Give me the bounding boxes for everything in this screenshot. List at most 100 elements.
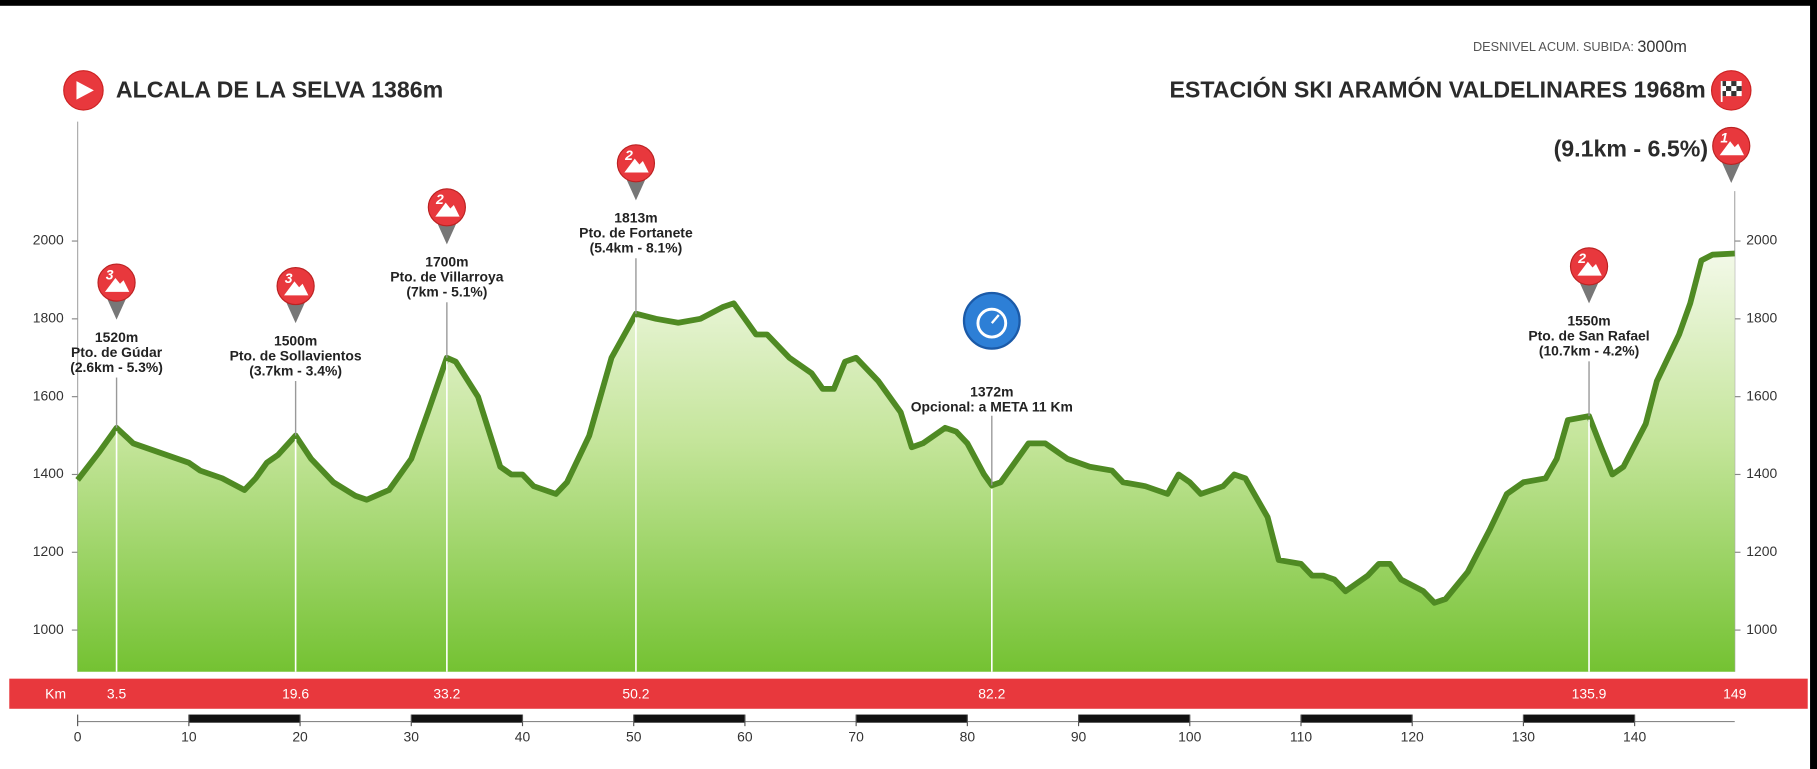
frame-right — [1810, 0, 1817, 769]
x-tick-label: 20 — [292, 728, 308, 744]
km-label: 19.6 — [282, 686, 309, 702]
x-axis-bar — [1523, 714, 1635, 723]
km-title: Km — [45, 686, 66, 702]
x-axis-bar — [188, 714, 301, 723]
x-tick-label: 10 — [181, 728, 197, 744]
marker-detail: (3.7km - 3.4%) — [249, 362, 342, 378]
x-axis-bar — [856, 714, 968, 723]
marker-detail: (7km - 5.1%) — [406, 284, 487, 300]
y-tick-label: 1400 — [33, 465, 64, 481]
pin-category: 2 — [624, 147, 633, 163]
climb-pin: 2 — [427, 188, 466, 245]
x-tick-label: 100 — [1178, 728, 1201, 744]
marker-elevation: 1372m — [970, 383, 1013, 399]
x-axis-bar — [1300, 714, 1413, 723]
finish-climb: (9.1km - 6.5%) — [1554, 136, 1708, 162]
pin-tip — [106, 296, 127, 320]
marker-elevation: 1813m — [614, 210, 657, 226]
marker-name: Pto. de Villarroya — [390, 269, 504, 285]
marker-elevation: 1520m — [95, 329, 138, 345]
frame-top — [0, 0, 1817, 6]
km-label: 149 — [1723, 686, 1746, 702]
pin-mountain — [435, 202, 460, 217]
sprint-icon — [962, 291, 1021, 350]
y-tick-label: 1400 — [1746, 465, 1777, 481]
climb-pin: 2 — [616, 144, 656, 201]
marker-elevation: 1700m — [425, 254, 468, 270]
pin-mountain — [1577, 261, 1602, 276]
x-tick-label: 120 — [1401, 728, 1424, 744]
x-tick-label: 90 — [1071, 728, 1087, 744]
marker-name: Pto. de Gúdar — [71, 344, 163, 360]
pin-category: 1 — [1720, 130, 1728, 146]
pin-mountain — [284, 281, 309, 296]
pin-tip — [1578, 280, 1600, 304]
climb-label: DESNIVEL ACUM. SUBIDA: — [1473, 39, 1634, 54]
km-label: 50.2 — [622, 686, 649, 702]
x-tick-label: 80 — [960, 728, 976, 744]
pin-category: 3 — [285, 270, 293, 286]
climb-pin: 3 — [276, 266, 315, 324]
pin-category: 3 — [106, 266, 114, 282]
sprint-icon-hand — [990, 314, 1000, 324]
pin-category: 2 — [1577, 250, 1586, 266]
y-tick-label: 2000 — [1746, 232, 1777, 248]
checker-flag — [1720, 81, 1742, 102]
climb-total: 3000m — [1637, 38, 1687, 56]
y-tick-label: 1800 — [1746, 310, 1777, 326]
pin-tip — [625, 177, 647, 201]
x-tick-label: 140 — [1623, 728, 1646, 744]
pin-category: 2 — [435, 191, 444, 207]
x-tick-label: 0 — [74, 728, 82, 744]
climb-pin: 2 — [1569, 247, 1609, 304]
start-icon-arrow — [76, 81, 94, 100]
km-label: 3.5 — [107, 686, 127, 702]
pin-mountain — [624, 158, 649, 173]
x-tick-label: 40 — [515, 728, 531, 744]
marker-detail: (5.4km - 8.1%) — [590, 240, 683, 256]
pin-mountain — [104, 277, 130, 292]
climb-pin: 1 — [1712, 126, 1751, 183]
y-tick-label: 1000 — [33, 621, 64, 637]
pin-tip — [1720, 159, 1742, 183]
y-tick-label: 1200 — [1746, 543, 1777, 559]
marker-elevation: 1550m — [1567, 313, 1610, 329]
km-label: 82.2 — [978, 686, 1005, 702]
pin-tip — [436, 221, 458, 245]
x-tick-label: 130 — [1512, 728, 1535, 744]
profile-area — [77, 253, 1735, 672]
y-tick-label: 1800 — [33, 310, 64, 326]
y-tick-label: 1000 — [1746, 621, 1777, 637]
start-title: ALCALA DE LA SELVA 1386m — [116, 77, 443, 103]
km-label: 135.9 — [1572, 686, 1607, 702]
km-label: 33.2 — [433, 686, 460, 702]
y-tick-label: 1600 — [1746, 387, 1777, 403]
x-tick-label: 30 — [404, 728, 420, 744]
y-tick-label: 2000 — [33, 232, 64, 248]
sprint-icon-dial — [976, 307, 1008, 339]
y-tick-label: 1200 — [33, 543, 64, 559]
marker-detail: (10.7km - 4.2%) — [1539, 343, 1639, 359]
marker-detail: (2.6km - 5.3%) — [70, 359, 163, 375]
finish-title: ESTACIÓN SKI ARAMÓN VALDELINARES 1968m — [1169, 76, 1705, 103]
pin-mountain — [1719, 141, 1744, 156]
marker-note: Opcional: a META 11 Km — [911, 398, 1073, 414]
marker-name: Pto. de Fortanete — [579, 225, 693, 241]
y-tick-label: 1600 — [33, 387, 64, 403]
x-axis-bar — [411, 714, 523, 723]
x-axis-bar — [1078, 714, 1190, 723]
climb-pin: 3 — [97, 263, 136, 320]
marker-name: Pto. de Sollavientos — [230, 347, 362, 363]
km-band — [9, 678, 1808, 709]
profile-line — [75, 250, 1735, 606]
pin-tip — [285, 299, 307, 324]
x-tick-label: 50 — [626, 728, 642, 744]
x-tick-label: 60 — [737, 728, 753, 744]
marker-name: Pto. de San Rafael — [1528, 328, 1649, 344]
x-axis-bar — [633, 714, 745, 723]
x-tick-label: 70 — [848, 728, 864, 744]
x-tick-label: 110 — [1290, 728, 1312, 744]
marker-elevation: 1500m — [274, 332, 317, 348]
